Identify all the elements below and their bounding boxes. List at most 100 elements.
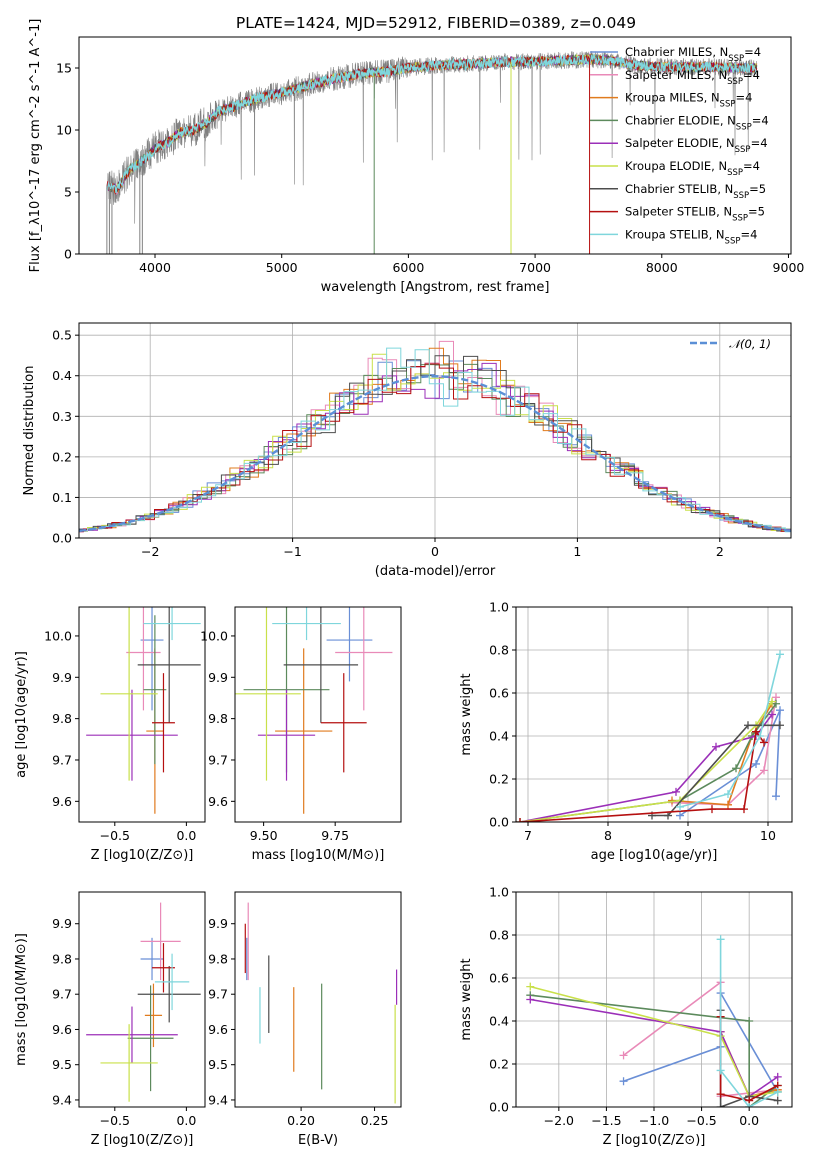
massweight-marker	[740, 805, 748, 814]
x-tick-label: 6000	[392, 260, 424, 275]
massweight-plot-area	[526, 935, 782, 1107]
y-tick-label: 9.6	[208, 794, 228, 809]
x-tick-label: −1.0	[639, 1113, 669, 1128]
x-axis-label: wavelength [Angstrom, rest frame]	[321, 280, 550, 295]
y-tick-label: 0.2	[489, 1057, 509, 1072]
y-tick-label: 1.0	[489, 600, 509, 615]
gaussian-curve	[79, 374, 791, 533]
massweight-line	[671, 703, 773, 806]
y-tick-label: 9.9	[208, 916, 228, 931]
x-tick-label: 0.0	[176, 1113, 196, 1128]
y-tick-label: 9.6	[208, 1022, 228, 1037]
x-tick-label: 0.0	[176, 828, 196, 843]
massweight-plot-area	[516, 650, 784, 822]
errorbar-plot-area	[86, 902, 201, 1102]
y-tick-label: 0.5	[52, 328, 72, 343]
massweight-marker	[745, 1103, 754, 1107]
y-tick-label: 9.5	[208, 1057, 228, 1072]
x-tick-label: 9000	[773, 260, 805, 275]
x-axis-label: mass [log10(M/M⊙)]	[252, 848, 385, 863]
errorbar-plot-area	[244, 902, 398, 1104]
x-tick-label: 4000	[139, 260, 171, 275]
x-tick-label: 5000	[266, 260, 298, 275]
y-tick-label: 10.0	[44, 628, 72, 643]
massweight-marker	[732, 764, 740, 773]
massweight-line	[519, 701, 773, 822]
y-tick-label: 9.7	[208, 752, 228, 767]
massweight-line	[623, 990, 779, 1093]
age-vs-mass-panel: 9.50 9.75 9.6 9.7 9.8 9.9 10.0 mass [log10(M/M⊙…	[200, 606, 402, 863]
massweight-line	[519, 729, 765, 822]
errorbar-plot-area	[86, 607, 201, 814]
massweight-marker	[712, 742, 720, 751]
mass-vs-ebv-panel: 0.20 0.25 9.4 9.5 9.6 9.7 9.8 9.9 E(B-V)	[208, 891, 402, 1148]
y-tick-label: 0.0	[489, 815, 509, 830]
y-axis-label: Normed distribution	[22, 366, 37, 496]
y-tick-label: 0.0	[52, 531, 72, 546]
model-spectrum-line	[106, 53, 758, 194]
massweight-marker	[760, 738, 768, 747]
x-tick-label: 0	[431, 544, 439, 559]
massweight-marker	[724, 800, 732, 809]
y-tick-label: 0.3	[52, 409, 72, 424]
y-tick-label: 15	[56, 61, 72, 76]
x-tick-label: 0.25	[361, 1113, 389, 1128]
massweight-marker	[760, 766, 768, 775]
spectrum-legend: Chabrier MILES, NSSP=4 Salpeter MILES, NS…	[590, 45, 769, 246]
legend-label: Chabrier ELODIE, NSSP=4	[625, 113, 769, 132]
x-tick-label: −2	[141, 544, 159, 559]
massweight-marker	[744, 721, 752, 730]
axes-frame	[515, 606, 793, 823]
axes-frame	[78, 891, 206, 1108]
x-tick-label: 8	[604, 828, 612, 843]
y-tick-label: 9.5	[52, 1057, 72, 1072]
massweight-marker	[752, 759, 760, 768]
massweight-line	[719, 939, 779, 1107]
x-tick-label: 9.75	[321, 828, 349, 843]
x-tick-label: −1.5	[591, 1113, 621, 1128]
residual-histogram-step	[79, 355, 791, 533]
y-tick-label: 9.9	[52, 670, 72, 685]
y-tick-label: 9.9	[208, 670, 228, 685]
massweight-marker	[768, 710, 776, 719]
residual-histogram-step	[79, 353, 791, 532]
massweight-marker	[768, 697, 776, 706]
massweight-marker	[776, 650, 784, 659]
y-tick-label: 0.4	[489, 1014, 509, 1029]
massweight-marker	[716, 1090, 725, 1099]
figure-title: PLATE=1424, MJD=52912, FIBERID=0389, z=0…	[236, 14, 636, 32]
axes-frame	[515, 891, 793, 1108]
massweight-line	[671, 697, 777, 806]
y-tick-label: 9.6	[52, 794, 72, 809]
massweight-marker	[708, 805, 716, 814]
y-tick-label: 9.4	[52, 1092, 72, 1107]
x-tick-label: −0.5	[100, 1113, 130, 1128]
massweight-vs-age-panel: 7 8 9 10 0.0 0.2 0.4 0.6 0.8 1.0 age [log10(age/yr…	[459, 600, 793, 863]
legend-label: Chabrier STELIB, NSSP=5	[625, 182, 766, 201]
massweight-line	[530, 985, 778, 1098]
y-tick-label: 5	[64, 185, 72, 200]
x-tick-label: 9	[684, 828, 692, 843]
x-tick-label: 7	[524, 828, 532, 843]
massweight-line	[679, 709, 781, 817]
legend-label: 𝒩(0, 1)	[729, 337, 771, 351]
massweight-marker	[773, 1096, 782, 1105]
x-axis-label: Z [log10(Z/Z⊙)]	[603, 1133, 706, 1148]
massweight-marker	[716, 1066, 725, 1075]
x-tick-label: 7000	[519, 260, 551, 275]
y-tick-label: 9.8	[52, 711, 72, 726]
massweight-marker	[619, 1051, 628, 1060]
y-axis-label: Flux [f_λ10^-17 erg cm^-2 s^-1 A^-1]	[28, 19, 43, 273]
massweight-marker	[664, 811, 672, 820]
massweight-line	[652, 724, 780, 817]
y-tick-label: 0.2	[489, 772, 509, 787]
massweight-marker	[619, 1077, 628, 1086]
x-tick-label: −0.5	[100, 828, 130, 843]
legend-label: Chabrier MILES, NSSP=4	[625, 45, 761, 64]
mass-vs-z-panel: −0.5 0.0 9.4 9.5 9.6 9.7 9.8 9.9 Z [log10(Z/Z⊙)]…	[14, 891, 206, 1148]
y-tick-label: 9.8	[52, 951, 72, 966]
y-tick-label: 9.7	[52, 987, 72, 1002]
y-tick-label: 0.6	[489, 971, 509, 986]
y-tick-label: 9.8	[208, 951, 228, 966]
